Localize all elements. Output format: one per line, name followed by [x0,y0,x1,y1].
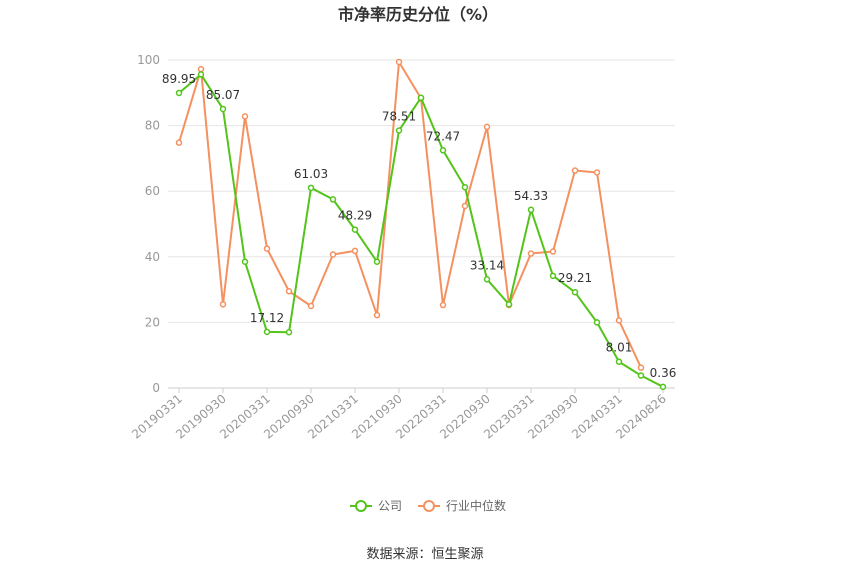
data-point [637,364,645,371]
data-point [241,258,249,265]
data-point [285,328,293,336]
data-point [395,58,403,66]
data-label: 17.12 [250,311,284,325]
data-point [175,89,183,97]
data-point [571,167,579,174]
y-tick-label: 80 [145,119,160,133]
legend-marker [355,500,367,512]
grid [168,59,675,389]
y-tick-label: 0 [152,381,160,395]
data-point [615,358,623,365]
data-point [461,202,469,210]
series-company [175,71,667,391]
data-point [307,184,315,192]
data-point [307,302,315,310]
data-point [483,123,491,131]
data-label: 29.21 [558,271,592,285]
y-tick-label: 60 [145,184,160,198]
x-axis: 2019033120190930202003312020093020210331… [129,388,669,442]
data-point [329,196,337,203]
data-point [571,288,579,296]
data-point [197,71,205,78]
data-label: 33.14 [470,258,504,272]
data-point [351,247,359,255]
legend-label: 公司 [378,499,402,513]
y-tick-label: 20 [145,315,160,329]
data-point [263,328,271,336]
data-label: 85.07 [206,88,240,102]
y-tick-label: 40 [145,250,160,264]
data-point [439,147,447,154]
series-line [178,73,664,388]
data-point [417,94,425,101]
data-label: 8.01 [606,341,633,355]
data-point [373,311,381,319]
data-labels: 89.95 85.07 17.12 61.03 48.29 78.51 72.47 33.14… [162,72,677,380]
data-label: 61.03 [294,167,328,181]
data-point [527,250,535,257]
series-lines [175,58,667,391]
data-point [197,65,205,73]
data-point [659,383,667,391]
legend-marker [423,500,435,512]
data-point [285,287,293,295]
data-point [219,301,227,308]
legend-label: 行业中位数 [446,498,506,513]
data-point [593,169,601,176]
data-point [263,245,271,252]
data-point [461,184,469,191]
data-point [593,319,601,326]
data-point [329,251,337,258]
y-tick-label: 100 [137,53,160,67]
data-point [219,105,227,113]
data-point [439,301,447,309]
series-industry-median [175,58,645,371]
data-point [637,372,645,379]
y-axis: 0 20 40 60 80 100 [137,53,160,395]
data-label: 89.95 [162,72,196,86]
legend-item-company[interactable]: 公司 [350,499,402,513]
source-note: 数据来源：恒生聚源 [366,547,483,562]
data-point [527,206,535,214]
data-point [373,258,381,265]
data-label: 48.29 [338,209,372,223]
data-label: 78.51 [382,109,416,123]
legend-item-industry-median[interactable]: 行业中位数 [418,498,506,513]
data-point [351,226,359,233]
chart-title: 市净率历史分位（%） [338,5,498,24]
data-point [395,127,403,134]
data-point [615,317,623,324]
data-point [549,248,557,255]
data-point [549,272,557,280]
data-label: 0.36 [650,366,677,380]
data-point [175,139,183,146]
data-point [483,276,491,283]
series-line [178,60,642,369]
data-label: 72.47 [426,129,460,143]
data-point [241,113,249,120]
data-label: 54.33 [514,189,548,203]
data-point [505,301,513,308]
legend[interactable]: 公司 行业中位数 [350,498,506,513]
